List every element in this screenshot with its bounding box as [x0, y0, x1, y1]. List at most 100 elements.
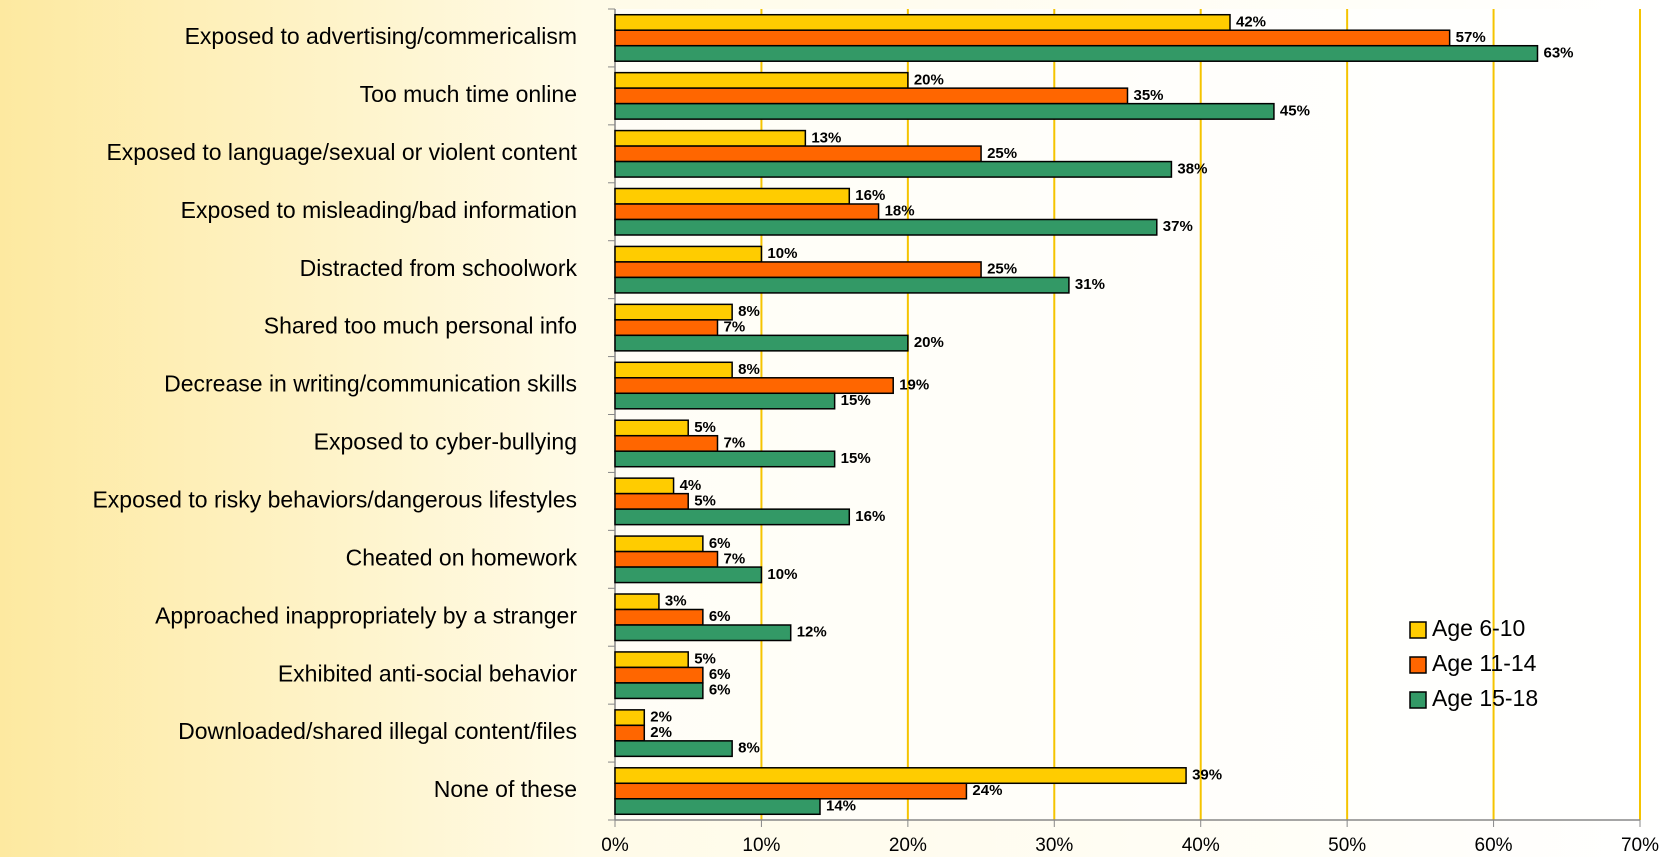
x-tick-label: 50%	[1328, 835, 1366, 856]
value-label: 15%	[841, 392, 871, 409]
value-label: 6%	[709, 666, 731, 683]
value-label: 5%	[694, 651, 716, 668]
bar	[614, 160, 1173, 178]
legend-swatch	[1409, 691, 1427, 709]
x-tick-label: 40%	[1182, 835, 1220, 856]
bar	[614, 550, 719, 568]
value-label: 4%	[680, 477, 702, 494]
value-label: 18%	[885, 203, 915, 220]
bar	[614, 319, 719, 337]
bar	[614, 392, 836, 410]
bar	[614, 276, 1070, 294]
value-label: 31%	[1075, 276, 1105, 293]
bar	[614, 709, 646, 727]
value-label: 35%	[1134, 87, 1164, 104]
bar	[614, 682, 704, 700]
category-label: Distracted from schoolwork	[300, 255, 578, 281]
bar	[614, 434, 719, 452]
bar	[614, 566, 763, 584]
bar	[614, 261, 982, 279]
bar	[614, 419, 689, 437]
value-label: 5%	[694, 419, 716, 436]
value-label: 10%	[767, 566, 797, 583]
bar	[614, 129, 807, 147]
value-label: 25%	[987, 261, 1017, 278]
value-label: 45%	[1280, 102, 1310, 119]
value-label: 20%	[914, 334, 944, 351]
value-label: 13%	[811, 129, 841, 146]
category-label: Exposed to risky behaviors/dangerous lif…	[92, 486, 577, 512]
value-label: 8%	[738, 303, 760, 320]
bar	[614, 724, 646, 742]
value-label: 3%	[665, 593, 687, 610]
value-label: 6%	[709, 608, 731, 625]
bar	[614, 218, 1158, 236]
category-label: Shared too much personal info	[264, 313, 577, 339]
bar	[614, 145, 982, 163]
category-label: Decrease in writing/communication skills	[164, 371, 577, 397]
legend-swatch	[1409, 656, 1427, 674]
bar	[614, 651, 689, 669]
legend-swatch	[1409, 621, 1427, 639]
category-label: None of these	[434, 776, 577, 802]
value-label: 7%	[724, 550, 746, 567]
bar	[614, 334, 909, 352]
category-label: Exhibited anti-social behavior	[278, 660, 578, 686]
x-tick-label: 70%	[1621, 835, 1659, 856]
bar	[614, 593, 660, 611]
value-label: 10%	[767, 245, 797, 262]
value-label: 37%	[1163, 218, 1193, 235]
value-label: 16%	[855, 187, 885, 204]
bar	[614, 782, 968, 800]
value-label: 15%	[841, 450, 871, 467]
value-label: 8%	[738, 361, 760, 378]
category-label: Exposed to misleading/bad information	[181, 197, 577, 223]
bar	[614, 740, 733, 758]
bar	[614, 450, 836, 468]
bar	[614, 535, 704, 553]
bar	[614, 477, 675, 495]
bar	[614, 767, 1187, 785]
bar	[614, 44, 1539, 62]
value-label: 2%	[650, 724, 672, 741]
bar	[614, 377, 894, 395]
legend-label: Age 15-18	[1432, 685, 1538, 711]
x-tick-label: 10%	[742, 835, 780, 856]
category-label: Exposed to advertising/commericalism	[185, 23, 577, 49]
value-label: 6%	[709, 535, 731, 552]
bar	[614, 87, 1129, 105]
value-label: 16%	[855, 508, 885, 525]
bar	[614, 508, 851, 526]
bar	[614, 492, 689, 510]
category-label: Exposed to cyber-bullying	[314, 429, 577, 455]
bar	[614, 303, 733, 321]
bar	[614, 71, 909, 89]
value-label: 2%	[650, 709, 672, 726]
bar	[614, 798, 821, 816]
value-label: 25%	[987, 145, 1017, 162]
value-label: 42%	[1236, 13, 1266, 30]
category-label: Exposed to language/sexual or violent co…	[106, 139, 577, 165]
value-label: 19%	[899, 377, 929, 394]
bar	[614, 102, 1275, 120]
value-label: 39%	[1192, 767, 1222, 784]
value-label: 57%	[1456, 29, 1486, 46]
value-label: 24%	[972, 782, 1002, 799]
bar	[614, 624, 792, 642]
bar	[614, 187, 851, 205]
category-label: Cheated on homework	[346, 544, 578, 570]
category-label: Approached inappropriately by a stranger	[155, 602, 577, 628]
bar	[614, 13, 1231, 31]
value-label: 8%	[738, 740, 760, 757]
bar	[614, 608, 704, 626]
value-label: 63%	[1544, 44, 1574, 61]
value-label: 6%	[709, 682, 731, 699]
value-label: 5%	[694, 492, 716, 509]
value-label: 7%	[724, 434, 746, 451]
x-tick-label: 20%	[889, 835, 927, 856]
value-label: 20%	[914, 71, 944, 88]
category-label: Downloaded/shared illegal content/files	[178, 718, 577, 744]
bar	[614, 666, 704, 684]
